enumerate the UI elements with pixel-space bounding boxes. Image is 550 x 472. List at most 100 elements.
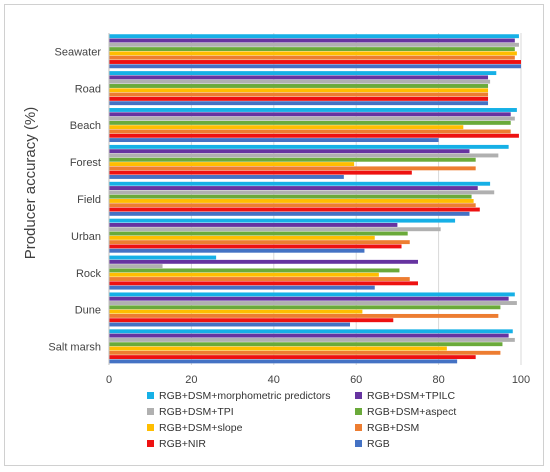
bar (109, 175, 344, 179)
bar (109, 170, 412, 175)
bar (109, 285, 375, 290)
bar (109, 255, 217, 260)
y-axis-title: Producer accuracy (%) (22, 107, 39, 260)
bar (109, 309, 363, 314)
legend-label: RGB+DSM+TPI (159, 406, 234, 418)
x-tick-label: 20 (185, 374, 197, 386)
bar (109, 272, 379, 277)
category-label: Road (75, 83, 101, 95)
legend-swatch (355, 440, 362, 447)
bar (109, 218, 456, 223)
bar (109, 51, 517, 56)
bar-chart: 0 20 40 60 80 100 Seawater Road Beach Forest Field… (22, 33, 530, 450)
axes: 0 20 40 60 80 100 Seawater Road Beach Forest Field… (48, 33, 530, 386)
bars (109, 34, 521, 364)
legend-swatch (147, 392, 154, 399)
bar (109, 313, 499, 318)
legend-label: RGB (367, 438, 390, 450)
bar (109, 355, 476, 360)
bar (109, 222, 398, 227)
bar (109, 292, 515, 297)
bar (109, 71, 497, 76)
bar (109, 281, 418, 286)
legend-label: RGB+DSM+aspect (367, 406, 456, 418)
x-tick-label: 100 (512, 374, 530, 386)
bar (109, 112, 511, 117)
legend-label: RGB+DSM+slope (159, 422, 243, 434)
bar (109, 333, 509, 338)
bar (109, 120, 511, 125)
bar (109, 84, 489, 88)
bar (109, 149, 470, 154)
bar (109, 75, 489, 80)
legend-swatch (355, 424, 362, 431)
bar (109, 296, 509, 301)
bar (109, 259, 418, 264)
bar (109, 194, 472, 199)
bar (109, 38, 515, 43)
category-label: Dune (75, 305, 101, 317)
bar (109, 34, 519, 39)
bar (109, 116, 515, 121)
category-label: Rock (76, 268, 102, 280)
bar (109, 301, 517, 305)
bar (109, 153, 499, 158)
bar (109, 64, 521, 69)
chart-frame: 0 20 40 60 80 100 Seawater Road Beach Forest Field… (4, 4, 544, 466)
legend-label: RGB+NIR (159, 438, 206, 450)
bar (109, 108, 517, 112)
bar (109, 186, 478, 190)
bar (109, 248, 365, 253)
category-label: Field (77, 194, 101, 206)
legend-swatch (147, 408, 154, 415)
legend-label: RGB+DSM+TPILC (367, 390, 456, 402)
bar (109, 162, 355, 167)
bar (109, 240, 410, 245)
category-label: Seawater (55, 46, 102, 58)
bar (109, 329, 513, 334)
bar (109, 144, 509, 149)
bar (109, 47, 515, 52)
bar (109, 138, 439, 143)
bar (109, 129, 511, 134)
x-tick-label: 0 (106, 374, 112, 386)
bar (109, 322, 351, 327)
bar (109, 199, 474, 203)
bar (109, 342, 503, 347)
legend-swatch (147, 424, 154, 431)
category-label: Forest (70, 157, 101, 169)
bar (109, 96, 489, 101)
bar (109, 133, 519, 138)
legend-label: RGB+DSM+morphometric predictors (159, 390, 331, 402)
legend-label: RGB+DSM (367, 422, 419, 434)
category-label: Urban (71, 231, 101, 243)
legend-swatch (147, 440, 154, 447)
bar (109, 42, 519, 47)
x-tick-label: 60 (350, 374, 362, 386)
legend-swatch (355, 408, 362, 415)
bar (109, 359, 458, 364)
bar (109, 125, 464, 130)
bar (109, 346, 447, 351)
bar (109, 101, 489, 106)
bar (109, 211, 470, 216)
bar (109, 318, 394, 323)
bar (109, 337, 515, 342)
bar (109, 79, 491, 84)
bar (109, 92, 489, 97)
bar (109, 55, 515, 60)
bar (109, 264, 163, 269)
bar (109, 190, 495, 195)
x-tick-label: 80 (432, 374, 444, 386)
bar (109, 231, 408, 236)
bar (109, 157, 476, 162)
x-tick-label: 40 (268, 374, 280, 386)
bar (109, 203, 476, 208)
bar (109, 235, 375, 240)
bar (109, 60, 521, 64)
category-label: Salt marsh (48, 342, 101, 354)
legend-swatch (355, 392, 362, 399)
bar (109, 305, 501, 310)
bar (109, 244, 402, 249)
category-label: Beach (70, 120, 101, 132)
